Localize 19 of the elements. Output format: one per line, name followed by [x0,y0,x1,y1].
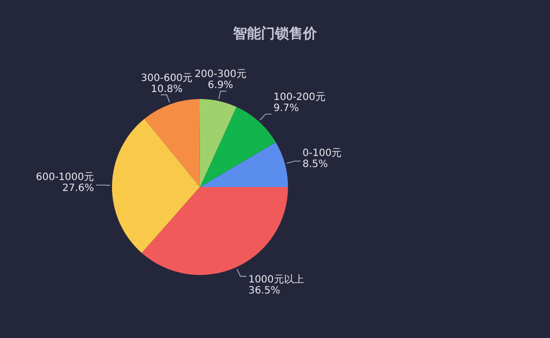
pie-slice [200,142,288,187]
slice-label: 600-1000元 [36,172,94,184]
slice-label: 100-200元 [274,92,326,104]
slice-label: 0-100元 [302,148,342,160]
slice-label: 200-300元 [194,69,246,80]
pie-slice [112,118,200,254]
slice-label: 300-600元 [140,72,193,84]
pie-slice [199,99,236,187]
data-label: 6.9% [208,80,234,92]
data-label: 27.6% [62,183,94,194]
data-label: 36.5% [248,285,280,296]
data-label: 9.7% [274,103,299,114]
slice-label: 1000元以上 [248,273,304,286]
data-label: 10.8% [150,84,183,95]
data-label: 8.5% [302,159,328,170]
chart-title: 智能门锁售价 [232,25,318,42]
pie-slice [144,99,200,187]
pie-slice [200,106,276,187]
pie-slice [142,187,288,275]
